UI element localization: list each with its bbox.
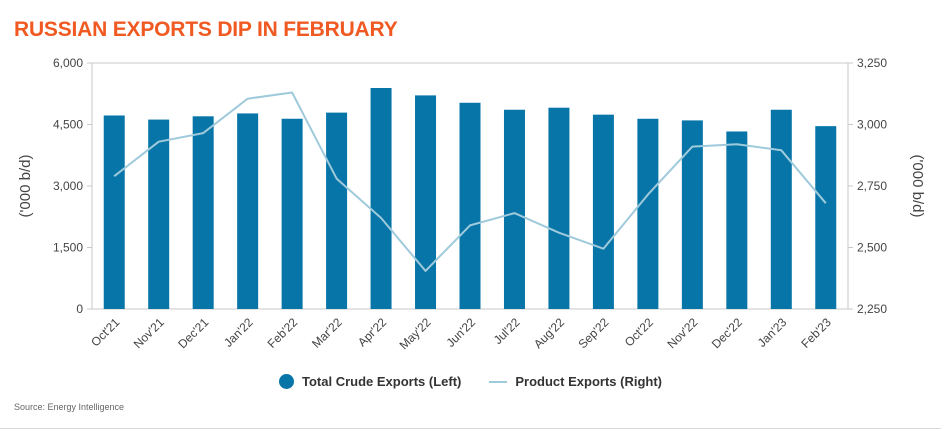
x-axis-tick-label: Jan'22 bbox=[221, 315, 256, 350]
bar-crude-exports[interactable] bbox=[148, 119, 170, 309]
bar-crude-exports[interactable] bbox=[459, 102, 481, 310]
left-axis-tick-label: 6,000 bbox=[53, 56, 83, 70]
bottom-divider bbox=[0, 428, 941, 429]
x-axis-tick-label: Dec'22 bbox=[709, 315, 745, 351]
x-axis-tick-label: Jun'22 bbox=[443, 315, 478, 350]
x-axis-tick-label: Sep'22 bbox=[575, 315, 611, 351]
legend-item-product[interactable]: Product Exports (Right) bbox=[489, 374, 662, 389]
x-axis-tick-label: Apr'22 bbox=[355, 315, 389, 349]
x-axis-tick-label: Feb'23 bbox=[798, 315, 834, 351]
right-axis-title: ('000 b/d) bbox=[909, 155, 926, 218]
line-product-exports[interactable] bbox=[113, 91, 827, 272]
legend-label-crude: Total Crude Exports (Left) bbox=[302, 374, 462, 389]
right-axis-tick-label: 3,250 bbox=[857, 56, 887, 70]
bar-crude-exports[interactable] bbox=[192, 116, 214, 309]
x-axis-tick-label: Nov'21 bbox=[131, 315, 167, 351]
chart-area: 0 1,500 3,000 4,500 6,000 2,250 2,500 2,750 3,00… bbox=[17, 56, 926, 352]
x-axis-tick-label: Oct'21 bbox=[88, 315, 122, 349]
bar-crude-exports[interactable] bbox=[503, 109, 525, 310]
chart-title: RUSSIAN EXPORTS DIP IN FEBRUARY bbox=[14, 18, 398, 41]
x-axis-tick-label: May'22 bbox=[397, 315, 434, 352]
legend-label-product: Product Exports (Right) bbox=[515, 374, 662, 389]
bar-crude-exports[interactable] bbox=[281, 118, 303, 309]
chart-legend: Total Crude Exports (Left) Product Expor… bbox=[0, 374, 941, 389]
bar-crude-exports[interactable] bbox=[548, 107, 570, 309]
legend-marker-crude bbox=[279, 374, 294, 389]
right-axis-tick-label: 2,250 bbox=[857, 302, 887, 316]
right-axis-tick-label: 3,000 bbox=[857, 118, 887, 132]
legend-marker-product bbox=[489, 380, 508, 383]
x-axis-tick-label: Feb'22 bbox=[265, 315, 301, 351]
bar-crude-exports[interactable] bbox=[370, 88, 392, 309]
bar-crude-exports[interactable] bbox=[103, 115, 125, 309]
x-axis-tick-label: Dec'21 bbox=[175, 315, 211, 351]
left-axis-tick-label: 4,500 bbox=[53, 118, 83, 132]
left-axis-title: ('000 b/d) bbox=[17, 155, 34, 218]
x-axis-tick-label: Jul'22 bbox=[491, 315, 523, 347]
bar-crude-exports[interactable] bbox=[681, 120, 703, 310]
left-axis-tick-label: 0 bbox=[76, 302, 83, 316]
source-note: Source: Energy Intelligence bbox=[14, 402, 125, 412]
bar-crude-exports[interactable] bbox=[237, 113, 259, 310]
bar-crude-exports[interactable] bbox=[326, 112, 348, 309]
x-axis-tick-label: Mar'22 bbox=[309, 315, 345, 351]
right-axis-tick-label: 2,500 bbox=[857, 241, 887, 255]
legend-item-crude[interactable]: Total Crude Exports (Left) bbox=[279, 374, 461, 389]
x-axis-tick-label: Nov'22 bbox=[664, 315, 700, 351]
bar-crude-exports[interactable] bbox=[726, 131, 748, 309]
right-axis-tick-label: 2,750 bbox=[857, 179, 887, 193]
bar-crude-exports[interactable] bbox=[770, 109, 792, 310]
x-axis-tick-label: Oct'22 bbox=[622, 315, 656, 349]
left-axis-tick-label: 1,500 bbox=[53, 241, 83, 255]
bar-crude-exports[interactable] bbox=[592, 114, 614, 309]
bar-crude-exports[interactable] bbox=[637, 118, 659, 309]
left-axis-tick-label: 3,000 bbox=[53, 179, 83, 193]
x-axis-tick-label: Jan'23 bbox=[755, 315, 790, 350]
bar-crude-exports[interactable] bbox=[415, 95, 437, 309]
x-axis-tick-label: Aug'22 bbox=[531, 315, 567, 351]
bar-crude-exports[interactable] bbox=[815, 126, 837, 309]
